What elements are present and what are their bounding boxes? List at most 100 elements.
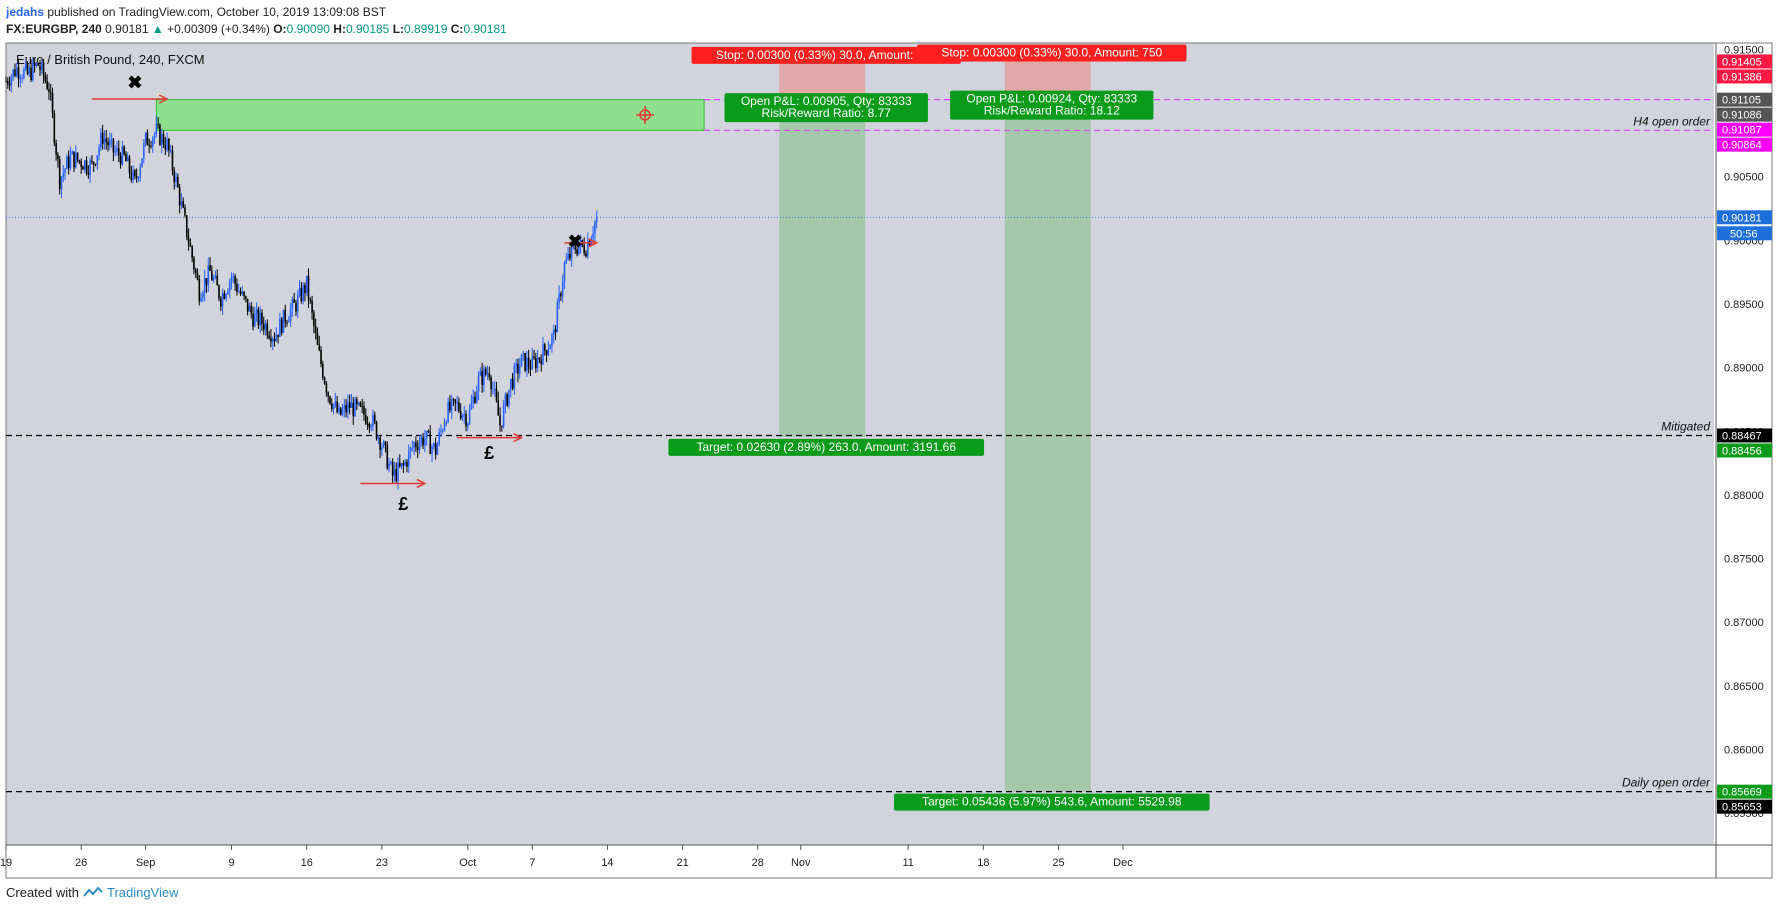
crosshair-target-icon [636, 105, 655, 124]
candle-body [390, 461, 392, 464]
candle-body [509, 378, 512, 390]
pnl-label-text: Open P&L: 0.00924, Qty: 83333 [966, 92, 1137, 106]
candle-body [252, 313, 254, 327]
candle-body [230, 276, 233, 282]
candle-body [493, 388, 496, 390]
candle-body [246, 298, 249, 312]
candle-body [153, 133, 156, 139]
candle-body [98, 147, 100, 156]
candle-body [51, 93, 54, 114]
candle-body [216, 275, 219, 286]
candle-body [393, 468, 396, 476]
arrow-head-icon [416, 478, 427, 489]
candle-body [39, 65, 41, 71]
tradingview-link[interactable]: TradingView [106, 885, 179, 900]
candle-body [82, 166, 84, 170]
candle-body [561, 282, 564, 297]
candle-body [411, 447, 414, 449]
candle-body [386, 444, 389, 469]
candle-body [271, 338, 274, 342]
candle-body [80, 160, 82, 167]
x-tick-label: 18 [977, 857, 989, 869]
candle-body [46, 80, 48, 90]
candle-body [212, 277, 215, 281]
open-label: O: [273, 22, 287, 36]
candle-body [357, 402, 360, 405]
candle-body [8, 84, 11, 86]
candle-body [592, 233, 594, 239]
change-value: +0.00309 (+0.34%) [167, 22, 270, 36]
candle-body [594, 221, 596, 234]
price-tag [1717, 799, 1772, 814]
candle-body [66, 156, 68, 170]
stop-label-text: Stop: 0.00300 (0.33%) 30.0, Amount: 750 [716, 48, 937, 62]
y-tick-label: 0.89000 [1724, 363, 1764, 375]
candle-body [134, 170, 136, 177]
candle-body [384, 441, 387, 445]
candle-body [304, 285, 306, 294]
candle-body [259, 312, 261, 326]
candle-body [465, 414, 467, 427]
candle-body [125, 153, 127, 162]
candle-body [347, 402, 349, 413]
candle-body [436, 444, 439, 455]
candle-body [538, 357, 541, 360]
candle-body [556, 302, 559, 333]
candle-body [168, 138, 170, 151]
candle-body [377, 437, 380, 439]
candle-body [42, 63, 45, 77]
footer: Created with TradingView [6, 885, 179, 900]
candle-body [96, 155, 99, 165]
price-chart[interactable]: 0.915000.910000.905000.900000.895000.890… [0, 0, 1779, 880]
candle-body [402, 463, 405, 466]
chart-title: Euro / British Pound, 240, FXCM [16, 52, 205, 67]
candle-body [184, 207, 186, 216]
candle-body [164, 145, 167, 150]
candle-body [48, 89, 50, 93]
price-tag-label: 0.91105 [1722, 95, 1761, 107]
candle-body [228, 281, 231, 292]
candle-body [207, 265, 210, 286]
candle-body [309, 299, 312, 301]
candle-body [144, 132, 147, 144]
candle-body [237, 291, 240, 293]
candle-body [364, 414, 367, 424]
candle-body [520, 354, 523, 367]
target-label: Target: 0.02630 (2.89%) 263.0, Amount: 3… [668, 438, 985, 456]
author-link[interactable]: jedahs [6, 5, 45, 19]
candle-body [30, 67, 32, 80]
supply-zone [155, 99, 705, 131]
candle-body [275, 334, 278, 342]
tradingview-logo-icon [83, 886, 103, 897]
candle-body [101, 132, 104, 144]
candle-body [175, 177, 177, 183]
candle-body [12, 69, 14, 77]
candle-body [341, 409, 344, 415]
candle-body [547, 349, 550, 355]
candles [5, 57, 598, 490]
candle-body [391, 461, 394, 476]
candle-body [302, 285, 304, 302]
candle-body [486, 373, 489, 375]
candle-body [502, 405, 505, 427]
candle-body [112, 138, 115, 153]
candle-body [277, 334, 279, 337]
candle-body [488, 373, 491, 378]
candle-body [354, 399, 356, 417]
candle-body [10, 76, 13, 86]
candle-body [241, 291, 244, 295]
candle-body [119, 155, 122, 165]
chart-header: jedahs published on TradingView.com, Oct… [6, 4, 507, 38]
pnl-label-text: Risk/Reward Ratio: 8.77 [762, 106, 892, 120]
candle-body [255, 309, 258, 314]
target-zone [1004, 99, 1091, 792]
candle-body [567, 253, 569, 260]
candle-body [123, 146, 125, 154]
candle-body [499, 415, 501, 426]
candle-body [75, 152, 77, 168]
candle-body [100, 132, 102, 148]
price-tag [1717, 54, 1772, 69]
candle-body [456, 402, 458, 404]
candle-body [359, 402, 362, 407]
high-label: H: [333, 22, 346, 36]
